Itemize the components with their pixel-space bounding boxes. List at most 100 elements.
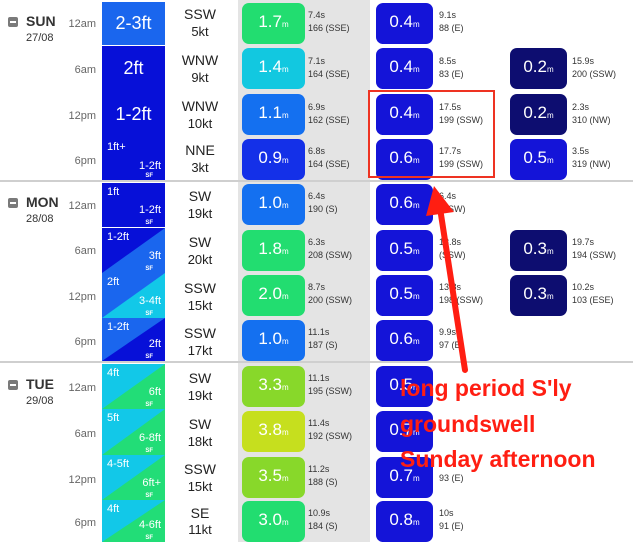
wind-speed: 10kt bbox=[187, 116, 213, 131]
unit: m bbox=[281, 518, 289, 527]
day-name: MON bbox=[26, 194, 59, 210]
wind-speed: 3kt bbox=[191, 160, 209, 175]
swell-period: 6.8s bbox=[308, 146, 326, 156]
swell2-info: 10s 91 (E) bbox=[439, 507, 464, 533]
surf-height-max: 1-2ft bbox=[138, 160, 161, 172]
swell-direction: 162 (SSE) bbox=[308, 115, 350, 125]
swell3-height: 0.5 bbox=[523, 148, 547, 167]
unit: m bbox=[546, 292, 554, 301]
swell-direction: 310 (NW) bbox=[572, 115, 611, 125]
swell2-info: 13.8s (SSW) bbox=[439, 236, 466, 262]
swell1-info: 10.9s 184 (S) bbox=[308, 507, 338, 533]
swell1-height: 0.9 bbox=[258, 148, 282, 167]
swell1-height: 1.0 bbox=[258, 329, 282, 348]
wind-direction: SSW bbox=[184, 461, 216, 477]
surf-height-min: 1-2ft bbox=[107, 321, 130, 333]
surf-height-min: 1ft+ bbox=[107, 141, 126, 153]
wind-speed: 20kt bbox=[187, 252, 213, 267]
swell2-height-pill: 0.5m bbox=[376, 230, 433, 271]
swell2-height: 0.6 bbox=[389, 148, 413, 167]
swell-direction: 194 (SSW) bbox=[572, 250, 617, 260]
swell-period: 11.4s bbox=[308, 418, 330, 428]
unit: m bbox=[412, 292, 420, 301]
swell2-info: 6.4s (SSW) bbox=[439, 190, 466, 216]
unit: m bbox=[412, 20, 420, 29]
swell2-info: 93 (E) bbox=[439, 472, 464, 485]
collapse-mon-icon[interactable] bbox=[8, 198, 18, 208]
swell-period: 13.8s bbox=[439, 237, 462, 247]
swell2-info: 8.5s 83 (E) bbox=[439, 55, 464, 81]
swell1-info: 11.4s 192 (SSW) bbox=[308, 417, 352, 443]
unit: m bbox=[412, 337, 420, 346]
collapse-sun-icon[interactable] bbox=[8, 17, 18, 27]
surf-sf-label: SF bbox=[145, 535, 153, 541]
swell-period: 19.7s bbox=[572, 237, 595, 247]
swell-period: 9.9s bbox=[439, 327, 457, 337]
swell1-height-pill: 1.7m bbox=[242, 3, 305, 44]
swell2-height-pill: 0.6m bbox=[376, 184, 433, 225]
wind-speed: 19kt bbox=[187, 206, 213, 221]
row-time: 6am bbox=[74, 245, 96, 257]
surf-height-cell: 1-2ft 2ft SF bbox=[102, 318, 165, 361]
surf-height-min: 4ft bbox=[107, 503, 120, 515]
row-time: 6am bbox=[74, 64, 96, 76]
swell-direction: (SSW) bbox=[439, 204, 466, 214]
swell-direction: 103 (ESE) bbox=[572, 295, 614, 305]
swell1-height: 3.3 bbox=[258, 375, 282, 394]
swell-direction: 319 (NW) bbox=[572, 159, 611, 169]
wind-speed: 18kt bbox=[187, 434, 213, 449]
swell-direction: 199 (SSW) bbox=[439, 115, 484, 125]
swell2-height: 0.5 bbox=[389, 375, 413, 394]
swell1-height-pill: 1.1m bbox=[242, 94, 305, 135]
swell3-info: 10.2s 103 (ESE) bbox=[572, 281, 614, 307]
swell3-info: 2.3s 310 (NW) bbox=[572, 101, 611, 127]
surf-height: 1-2ft bbox=[115, 104, 152, 124]
swell2-height: 0.5 bbox=[389, 284, 413, 303]
swell1-height-pill: 1.0m bbox=[242, 184, 305, 225]
swell2-height: 0.7 bbox=[389, 466, 413, 485]
swell2-height: 0.5 bbox=[389, 239, 413, 258]
swell2-height: 0.8 bbox=[389, 510, 413, 529]
unit: m bbox=[412, 247, 420, 256]
swell-direction: 200 (SSW) bbox=[308, 295, 353, 305]
swell3-info: 19.7s 194 (SSW) bbox=[572, 236, 616, 262]
surf-sf-label: SF bbox=[145, 266, 153, 272]
unit: m bbox=[281, 428, 289, 437]
swell2-height-pill: 0.6m bbox=[376, 320, 433, 361]
surf-height-cell: 2ft bbox=[102, 46, 165, 91]
surf-height-min: 4-5ft bbox=[107, 458, 130, 470]
surf-height-cell: 4ft 6ft SF bbox=[102, 364, 165, 409]
swell-period: 6.9s bbox=[308, 102, 326, 112]
swell-direction: 188 (S) bbox=[308, 477, 338, 487]
collapse-tue-icon[interactable] bbox=[8, 380, 18, 390]
unit: m bbox=[412, 474, 420, 483]
swell-direction: 208 (SSW) bbox=[308, 250, 353, 260]
swell-period: 6.4s bbox=[308, 191, 326, 201]
swell-direction: 97 (E) bbox=[439, 340, 464, 350]
day-date: 27/08 bbox=[26, 32, 54, 44]
swell1-info: 8.7s 200 (SSW) bbox=[308, 281, 352, 307]
swell1-height: 2.0 bbox=[258, 284, 282, 303]
swell-direction: 93 (E) bbox=[439, 473, 464, 483]
row-time: 12am bbox=[68, 200, 96, 212]
swell1-info: 7.4s 166 (SSE) bbox=[308, 9, 350, 35]
swell-period: 6.3s bbox=[308, 237, 326, 247]
swell3-height: 0.2 bbox=[523, 57, 547, 76]
swell-direction: 192 (SSW) bbox=[308, 431, 353, 441]
annotation-line-2: groundswell bbox=[400, 411, 536, 437]
swell-direction: (SSW) bbox=[439, 250, 466, 260]
unit: m bbox=[281, 474, 289, 483]
unit: m bbox=[281, 201, 289, 210]
surf-sf-label: SF bbox=[145, 402, 153, 408]
swell-period: 11.2s bbox=[308, 464, 330, 474]
swell2-height-pill: 0.6m bbox=[376, 139, 433, 180]
surf-height-cell: 4-5ft 6ft+ SF bbox=[102, 455, 165, 500]
day-date: 28/08 bbox=[26, 213, 54, 225]
surf-height-cell: 1ft+ 1-2ft SF bbox=[102, 137, 165, 180]
row-time: 12pm bbox=[68, 291, 96, 303]
swell-period: 7.4s bbox=[308, 10, 326, 20]
row-time: 6pm bbox=[74, 155, 96, 167]
wind-direction: SE bbox=[190, 505, 210, 521]
unit: m bbox=[412, 201, 420, 210]
swell-direction: 184 (S) bbox=[308, 521, 338, 531]
